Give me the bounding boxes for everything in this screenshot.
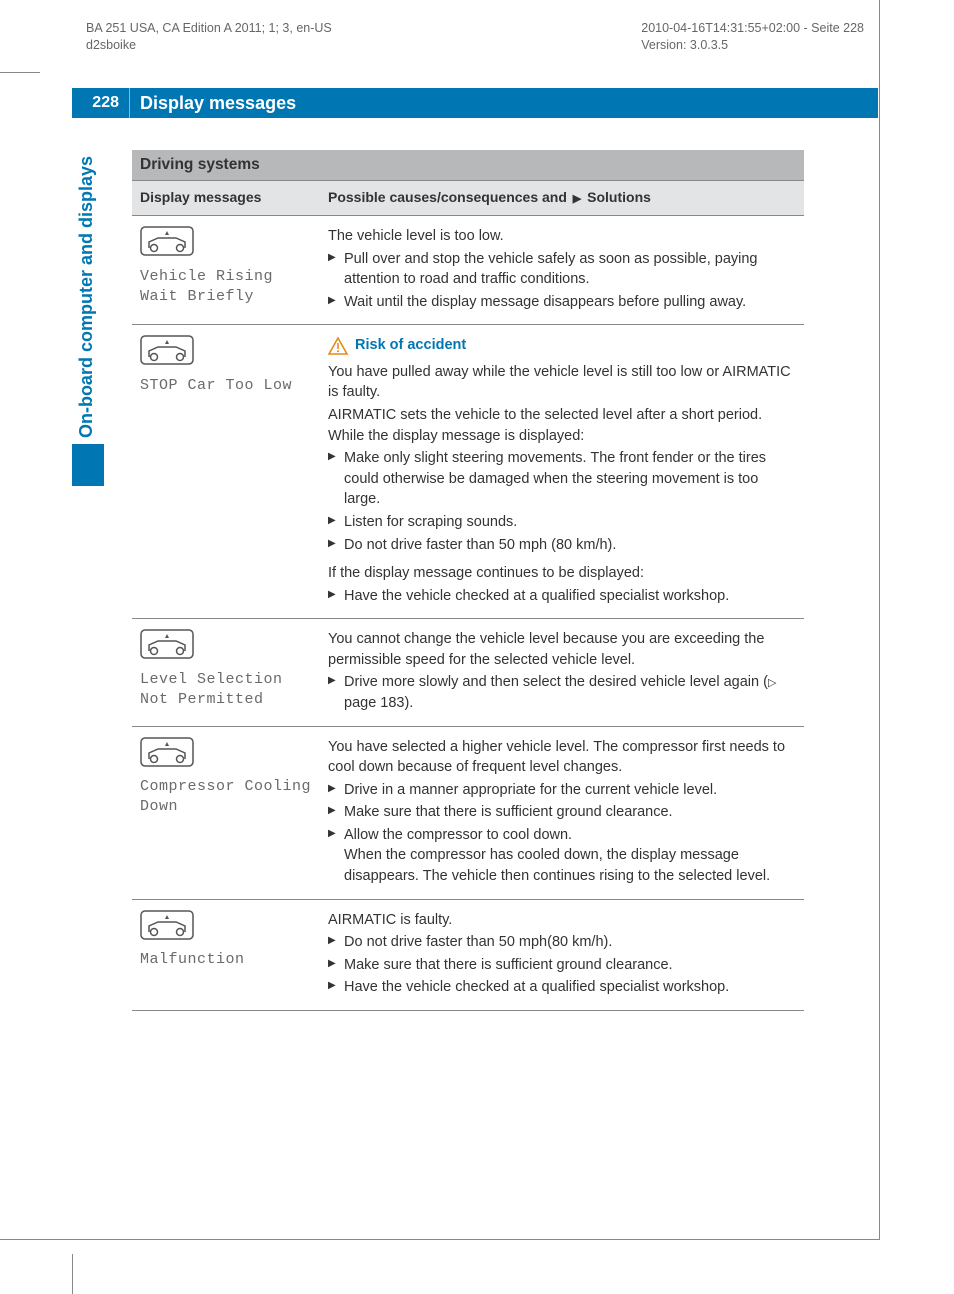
content-area: Driving systems Display messages Possibl…: [132, 150, 804, 1011]
title-bar: 228 Display messages: [72, 88, 878, 118]
list-item: Drive more slowly and then select the de…: [328, 672, 796, 713]
side-tab-block: [72, 444, 104, 486]
page-number: 228: [72, 88, 130, 118]
th-text-a: Possible causes/consequences and: [328, 189, 567, 205]
list-item: Do not drive faster than 50 mph (80 km/h…: [328, 535, 796, 556]
cause-text: You cannot change the vehicle level beca…: [328, 629, 796, 670]
vehicle-level-icon: [140, 737, 194, 767]
warning-triangle-icon: [328, 337, 348, 355]
list-item: Make sure that there is sufficient groun…: [328, 955, 796, 976]
table-row: Vehicle Rising Wait Briefly The vehicle …: [132, 216, 804, 325]
cause-text: You have selected a higher vehicle level…: [328, 737, 796, 778]
table-row: Compressor Cooling Down You have selecte…: [132, 726, 804, 899]
msg-label: Malfunction: [140, 950, 312, 970]
meta-left-1: BA 251 USA, CA Edition A 2011; 1; 3, en-…: [86, 20, 332, 37]
list-item: Pull over and stop the vehicle safely as…: [328, 249, 796, 290]
list-item: Drive in a manner appropriate for the cu…: [328, 780, 796, 801]
table-row: Malfunction AIRMATIC is faulty. Do not d…: [132, 899, 804, 1010]
cause-text: If the display message continues to be d…: [328, 563, 796, 584]
msg-label: STOP Car Too Low: [140, 376, 312, 396]
solution-list: Drive in a manner appropriate for the cu…: [328, 780, 796, 887]
meta-right-2: Version: 3.0.3.5: [641, 37, 864, 54]
warning-title: Risk of accident: [355, 335, 466, 356]
msg-label: Vehicle Rising Wait Briefly: [140, 267, 312, 308]
cause-text: AIRMATIC is faulty.: [328, 910, 796, 931]
list-item: Do not drive faster than 50 mph(80 km/h)…: [328, 932, 796, 953]
solution-list: Have the vehicle checked at a qualified …: [328, 586, 796, 607]
vehicle-level-icon: [140, 910, 194, 940]
table-row: STOP Car Too Low Risk of accident You ha…: [132, 325, 804, 619]
warning-header: Risk of accident: [328, 335, 796, 356]
th-display-messages: Display messages: [132, 181, 320, 216]
meta-right-1: 2010-04-16T14:31:55+02:00 - Seite 228: [641, 20, 864, 37]
list-item: Make only slight steering movements. The…: [328, 448, 796, 510]
cause-text: AIRMATIC sets the vehicle to the selecte…: [328, 405, 796, 446]
solution-list: Pull over and stop the vehicle safely as…: [328, 249, 796, 313]
cause-text: The vehicle level is too low.: [328, 226, 796, 247]
section-heading: Driving systems: [132, 150, 804, 181]
vehicle-level-icon: [140, 629, 194, 659]
list-item: Have the vehicle checked at a qualified …: [328, 586, 796, 607]
list-item: Listen for scraping sounds.: [328, 512, 796, 533]
solution-list: Drive more slowly and then select the de…: [328, 672, 796, 713]
list-item: Make sure that there is sufficient groun…: [328, 802, 796, 823]
solution-list: Do not drive faster than 50 mph(80 km/h)…: [328, 932, 796, 998]
page-ref-icon: ▷: [768, 677, 776, 689]
crop-mark: [72, 1254, 73, 1294]
th-solutions: Possible causes/consequences and ▶ Solut…: [320, 181, 804, 216]
solution-list: Make only slight steering movements. The…: [328, 448, 796, 555]
msg-label: Compressor Cooling Down: [140, 777, 312, 818]
table-row: Level Selection Not Permitted You cannot…: [132, 619, 804, 726]
vehicle-level-icon: [140, 335, 194, 365]
cause-text: You have pulled away while the vehicle l…: [328, 362, 796, 403]
th-text-b: Solutions: [587, 189, 651, 205]
messages-table: Display messages Possible causes/consequ…: [132, 181, 804, 1011]
meta-header: BA 251 USA, CA Edition A 2011; 1; 3, en-…: [86, 20, 864, 54]
msg-label: Level Selection Not Permitted: [140, 670, 312, 711]
vehicle-level-icon: [140, 226, 194, 256]
solutions-arrow-icon: ▶: [573, 192, 581, 205]
side-tab: On-board computer and displays: [72, 152, 104, 486]
list-item: Allow the compressor to cool down. When …: [328, 825, 796, 887]
side-tab-label: On-board computer and displays: [72, 152, 101, 444]
list-item: Have the vehicle checked at a qualified …: [328, 977, 796, 998]
meta-left-2: d2sboike: [86, 37, 332, 54]
list-item: Wait until the display message disappear…: [328, 292, 796, 313]
page-title: Display messages: [130, 93, 296, 114]
crop-mark: [0, 72, 40, 73]
